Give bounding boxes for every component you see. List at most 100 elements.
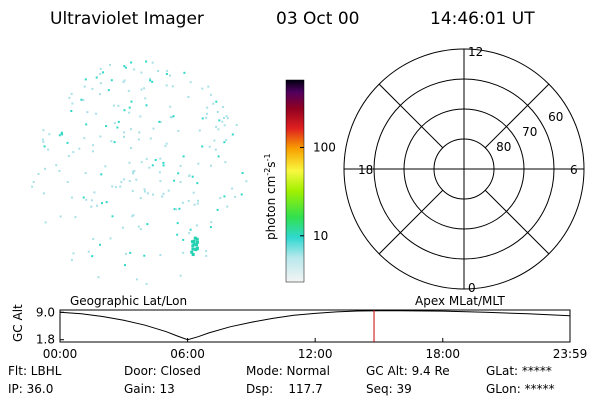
pixel: [195, 240, 199, 244]
pixel: [59, 215, 62, 218]
pixel: [47, 148, 50, 151]
pixel: [130, 100, 133, 103]
pixel: [128, 161, 131, 164]
mlt-label: 12: [468, 45, 483, 59]
pixel: [216, 111, 219, 113]
pixel: [193, 236, 197, 240]
pixel: [99, 82, 102, 85]
unit: s: [264, 161, 278, 167]
pixel: [206, 112, 208, 115]
pixel: [151, 164, 154, 167]
pixel: [224, 161, 227, 164]
pixel: [58, 169, 61, 172]
pixel: [173, 208, 176, 211]
pixel: [173, 179, 176, 182]
pixel: [215, 125, 218, 128]
pixel: [218, 119, 221, 122]
pixel: [117, 120, 120, 123]
x-tick-label: 06:00: [170, 347, 205, 361]
pixel: [187, 199, 190, 202]
pixel: [201, 87, 204, 90]
pixel: [99, 72, 102, 75]
pixel: [109, 237, 112, 240]
pixel: [128, 106, 131, 109]
pixel: [70, 258, 73, 261]
status-field: IP: 36.0: [8, 382, 53, 396]
altitude-line: [59, 310, 571, 341]
pixel: [191, 175, 194, 178]
pixel: [231, 187, 234, 190]
pixel: [225, 115, 228, 118]
pixel: [176, 233, 179, 236]
pixel: [44, 221, 47, 224]
pixel: [169, 74, 171, 77]
spoke: [484, 189, 550, 255]
colorbar-tick-label: 100: [313, 140, 336, 154]
pixel: [165, 84, 168, 87]
pixel: [135, 178, 138, 181]
left-title: Geographic Lat/Lon: [70, 294, 187, 308]
pixel: [241, 172, 244, 174]
pixel: [122, 81, 125, 83]
pixel: [44, 167, 47, 170]
pixel: [138, 131, 141, 134]
pixel: [159, 254, 162, 256]
pixel: [225, 139, 228, 141]
date: 03 Oct 00: [276, 9, 359, 29]
pixel: [37, 173, 40, 175]
pixel: [132, 214, 135, 217]
pixel: [82, 99, 85, 102]
pixel: [221, 120, 224, 123]
pixel: [84, 78, 87, 81]
unit: photon cm: [264, 176, 278, 240]
pixel: [201, 145, 204, 148]
pixel: [226, 205, 229, 208]
pixel: [188, 175, 191, 177]
pixel: [217, 128, 220, 131]
pixel: [145, 157, 148, 160]
pixel: [170, 116, 173, 118]
pixel: [190, 240, 194, 244]
pixel: [48, 133, 51, 136]
pixel: [192, 242, 196, 246]
pixel: [162, 164, 165, 167]
pixel: [131, 215, 134, 218]
pixel: [66, 141, 69, 144]
pixel: [117, 104, 120, 107]
pixel: [132, 172, 135, 175]
x-tick-label: 18:00: [425, 347, 460, 361]
time: 14:46:01 UT: [430, 9, 535, 29]
pixel: [189, 228, 192, 231]
instrument: Ultraviolet Imager: [50, 9, 204, 29]
pixel: [31, 185, 34, 188]
pixel: [68, 96, 71, 99]
pixel: [127, 89, 130, 92]
pixel: [99, 67, 102, 70]
pixel: [219, 197, 222, 199]
pixel: [113, 141, 116, 144]
pixel: [92, 237, 95, 240]
pixel: [162, 192, 165, 195]
pixel: [58, 134, 61, 137]
pixel: [145, 282, 148, 285]
pixel: [208, 145, 211, 148]
pixel: [201, 117, 204, 120]
pixel: [128, 180, 131, 183]
pixel: [216, 208, 219, 211]
pixel: [104, 165, 107, 168]
pixel: [109, 63, 111, 66]
pixel: [209, 226, 212, 229]
pixel: [83, 137, 86, 140]
y-tick-label: 1.8: [36, 333, 55, 347]
pixel: [175, 208, 178, 211]
pixel: [212, 102, 215, 105]
pixel: [191, 244, 195, 248]
pixel: [85, 123, 88, 126]
uv-image: [31, 60, 248, 285]
mlt-label: 6: [570, 163, 578, 177]
pixel: [43, 145, 46, 148]
pixel: [122, 178, 125, 181]
pixel: [188, 232, 191, 235]
pixel: [116, 126, 119, 129]
pixel: [157, 70, 160, 72]
